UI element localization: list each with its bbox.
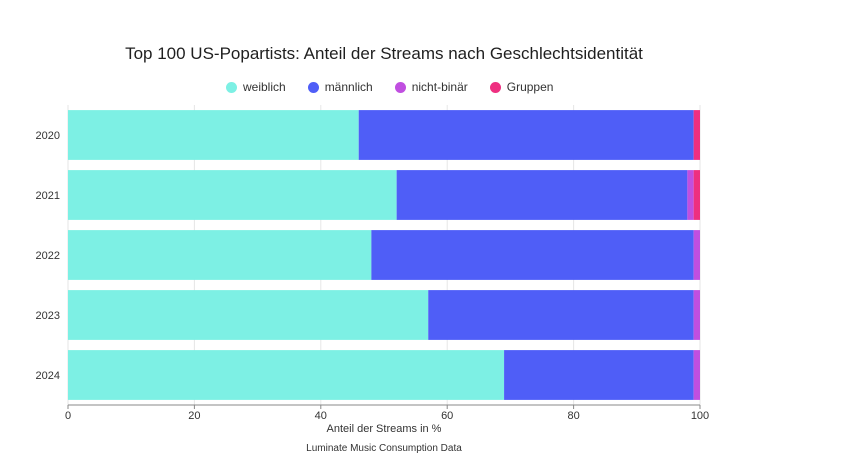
x-tick-label-20: 20 <box>188 410 200 422</box>
y-tick-label-2023: 2023 <box>36 310 60 322</box>
legend: weiblich männlich nicht-binär Gruppen <box>226 80 553 94</box>
legend-swatch-nicht-binaer <box>394 81 406 93</box>
x-tick-label-80: 80 <box>567 410 579 422</box>
y-tick-label-2024: 2024 <box>36 370 60 382</box>
chart-title: Top 100 US-Popartists: Anteil der Stream… <box>125 44 643 63</box>
bar-2023-nichtbinr <box>693 290 700 340</box>
bar-2020-gruppen <box>693 110 700 160</box>
legend-swatch-maennlich <box>307 81 319 93</box>
y-tick-label-2020: 2020 <box>36 130 60 142</box>
legend-label-nicht-binaer: nicht-binär <box>411 80 468 94</box>
y-tick-label-2021: 2021 <box>36 190 60 202</box>
x-tick-label-60: 60 <box>441 410 453 422</box>
legend-item-weiblich[interactable]: weiblich <box>226 80 286 94</box>
bar-2024-mnnlich <box>504 350 694 400</box>
bar-2022-nichtbinr <box>693 230 700 280</box>
legend-label-gruppen: Gruppen <box>506 80 554 94</box>
bar-2021-gruppen <box>693 170 700 220</box>
bar-2020-mnnlich <box>358 110 694 160</box>
bar-2023-weiblich <box>68 290 429 340</box>
legend-label-maennlich: männlich <box>324 80 373 94</box>
bar-2021-weiblich <box>68 170 397 220</box>
x-axis-label: Anteil der Streams in % <box>327 423 442 435</box>
bar-2020-weiblich <box>68 110 359 160</box>
bar-2021-mnnlich <box>396 170 688 220</box>
bar-2024-weiblich <box>68 350 505 400</box>
bar-2022-weiblich <box>68 230 372 280</box>
legend-item-gruppen[interactable]: Gruppen <box>489 80 554 94</box>
bar-2023-mnnlich <box>428 290 694 340</box>
bar-2021-nichtbinr <box>687 170 694 220</box>
x-tick-label-100: 100 <box>691 410 709 422</box>
x-tick-label-0: 0 <box>65 410 71 422</box>
legend-label-weiblich: weiblich <box>243 80 286 94</box>
legend-swatch-gruppen <box>489 81 501 93</box>
y-tick-label-2022: 2022 <box>36 250 60 262</box>
source-note: Luminate Music Consumption Data <box>306 443 462 454</box>
legend-item-nicht-binaer[interactable]: nicht-binär <box>394 80 468 94</box>
x-tick-label-40: 40 <box>315 410 327 422</box>
legend-swatch-weiblich <box>226 81 237 93</box>
bar-2024-nichtbinr <box>693 350 700 400</box>
legend-item-maennlich[interactable]: männlich <box>307 80 373 94</box>
bar-2022-mnnlich <box>371 230 694 280</box>
